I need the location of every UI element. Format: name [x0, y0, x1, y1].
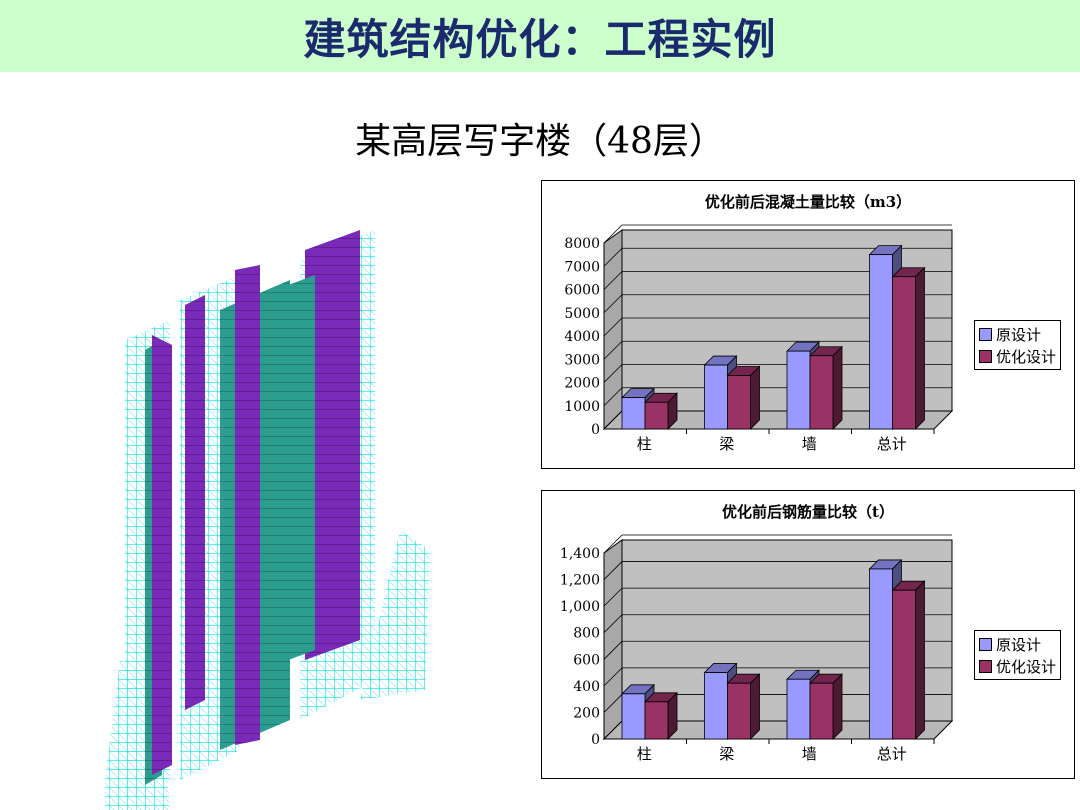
- gridline: [603, 294, 952, 314]
- bar-side: [750, 673, 760, 740]
- chart-side-wall: [603, 229, 623, 431]
- x-tick-label: 墙: [802, 745, 817, 763]
- core-wall-7: [275, 275, 315, 665]
- bar: [727, 375, 751, 430]
- legend-label: 原设计: [996, 325, 1042, 344]
- y-tick-label: 5000: [564, 306, 600, 322]
- y-tick-label: 1,000: [560, 599, 600, 615]
- bar: [809, 682, 834, 740]
- legend-label: 原设计: [996, 635, 1042, 654]
- legend-label: 优化设计: [996, 657, 1057, 676]
- legend-swatch-optimized: [979, 659, 992, 673]
- bar: [644, 701, 669, 740]
- bar: [644, 401, 669, 430]
- bar-side: [915, 266, 925, 430]
- gridline: [603, 317, 952, 337]
- gridline: [603, 224, 952, 244]
- bar: [621, 693, 646, 740]
- x-tick-label: 梁: [719, 745, 734, 763]
- legend-label: 优化设计: [996, 347, 1057, 366]
- page-subtitle: 某高层写字楼（48层）: [355, 121, 725, 162]
- legend-swatch-original: [979, 637, 992, 651]
- bar: [704, 364, 728, 430]
- chart-title: 优化前后混凝土量比较（m3）: [704, 193, 912, 211]
- x-tick-label: 梁: [719, 435, 734, 453]
- core-wall-6: [305, 230, 360, 660]
- concrete-chart-plot: 0 1000 2000 3000 4000 5000 6000 7000 8000 柱 梁 墙 总计: [564, 224, 954, 453]
- y-tick-label: 4000: [564, 329, 600, 345]
- chart-title: 优化前后钢筋量比较（t）: [722, 503, 894, 521]
- bar-side: [832, 345, 843, 430]
- y-tick-label: 1000: [564, 399, 600, 415]
- x-tick-label: 柱: [637, 745, 652, 763]
- bar: [809, 355, 834, 430]
- building-model-illustration: [105, 230, 430, 810]
- y-tick-label: 600: [573, 652, 600, 668]
- chart-legend: 原设计 优化设计: [974, 630, 1062, 680]
- gridline: [603, 247, 952, 267]
- y-tick-label: 8000: [564, 236, 600, 252]
- gridline: [603, 561, 952, 580]
- concrete-chart: 优化前后混凝土量比较（m3） 0 1000 2000 3000 4000 5000 6000…: [541, 180, 1075, 469]
- core-wall-3: [185, 295, 205, 710]
- core-wall-2: [152, 335, 172, 775]
- gridline: [603, 614, 952, 633]
- bar: [892, 276, 916, 430]
- y-tick-label: 0: [591, 422, 600, 438]
- gridline: [603, 587, 952, 607]
- rebar-chart: 优化前后钢筋量比较（t） 0 200 400 600 800 1,000 1,200 1,40…: [541, 490, 1075, 779]
- gridline: [603, 271, 952, 290]
- chart-side-wall: [603, 539, 623, 741]
- y-tick-label: 800: [573, 626, 600, 642]
- bar: [892, 589, 916, 740]
- title-banner: 建筑结构优化：工程实例: [0, 0, 1080, 72]
- bar: [704, 672, 728, 740]
- y-tick-label: 3000: [564, 352, 600, 368]
- y-tick-label: 0: [591, 732, 600, 748]
- gridline: [603, 667, 952, 687]
- podium-frame-right: [360, 530, 430, 700]
- legend-swatch-optimized: [979, 349, 992, 363]
- gridline: [603, 534, 952, 554]
- y-tick-label: 7000: [564, 259, 600, 275]
- bar: [869, 568, 893, 740]
- bar-side: [915, 580, 925, 740]
- y-tick-label: 200: [573, 705, 600, 721]
- bar: [621, 397, 646, 430]
- y-tick-label: 1,400: [560, 546, 600, 562]
- bar: [786, 350, 811, 430]
- page-title: 建筑结构优化：工程实例: [303, 15, 777, 64]
- gridline: [603, 640, 952, 660]
- y-tick-label: 400: [573, 679, 600, 695]
- y-tick-label: 1,200: [560, 573, 600, 589]
- x-tick-label: 墙: [802, 435, 817, 453]
- x-tick-label: 总计: [877, 745, 907, 763]
- bar: [786, 678, 811, 740]
- core-wall-5: [235, 265, 260, 745]
- bar: [727, 682, 751, 740]
- gridline: [603, 340, 952, 360]
- legend-swatch-original: [979, 327, 992, 341]
- bar-side: [750, 365, 760, 430]
- x-tick-label: 柱: [637, 435, 652, 453]
- y-tick-label: 6000: [564, 283, 600, 299]
- bar-side: [832, 673, 843, 740]
- x-tick-label: 总计: [877, 435, 907, 453]
- y-tick-label: 2000: [564, 376, 600, 392]
- bar: [869, 254, 893, 430]
- chart-legend: 原设计 优化设计: [974, 320, 1062, 370]
- rebar-chart-plot: 0 200 400 600 800 1,000 1,200 1,400 柱 梁 墙 总计: [560, 534, 954, 763]
